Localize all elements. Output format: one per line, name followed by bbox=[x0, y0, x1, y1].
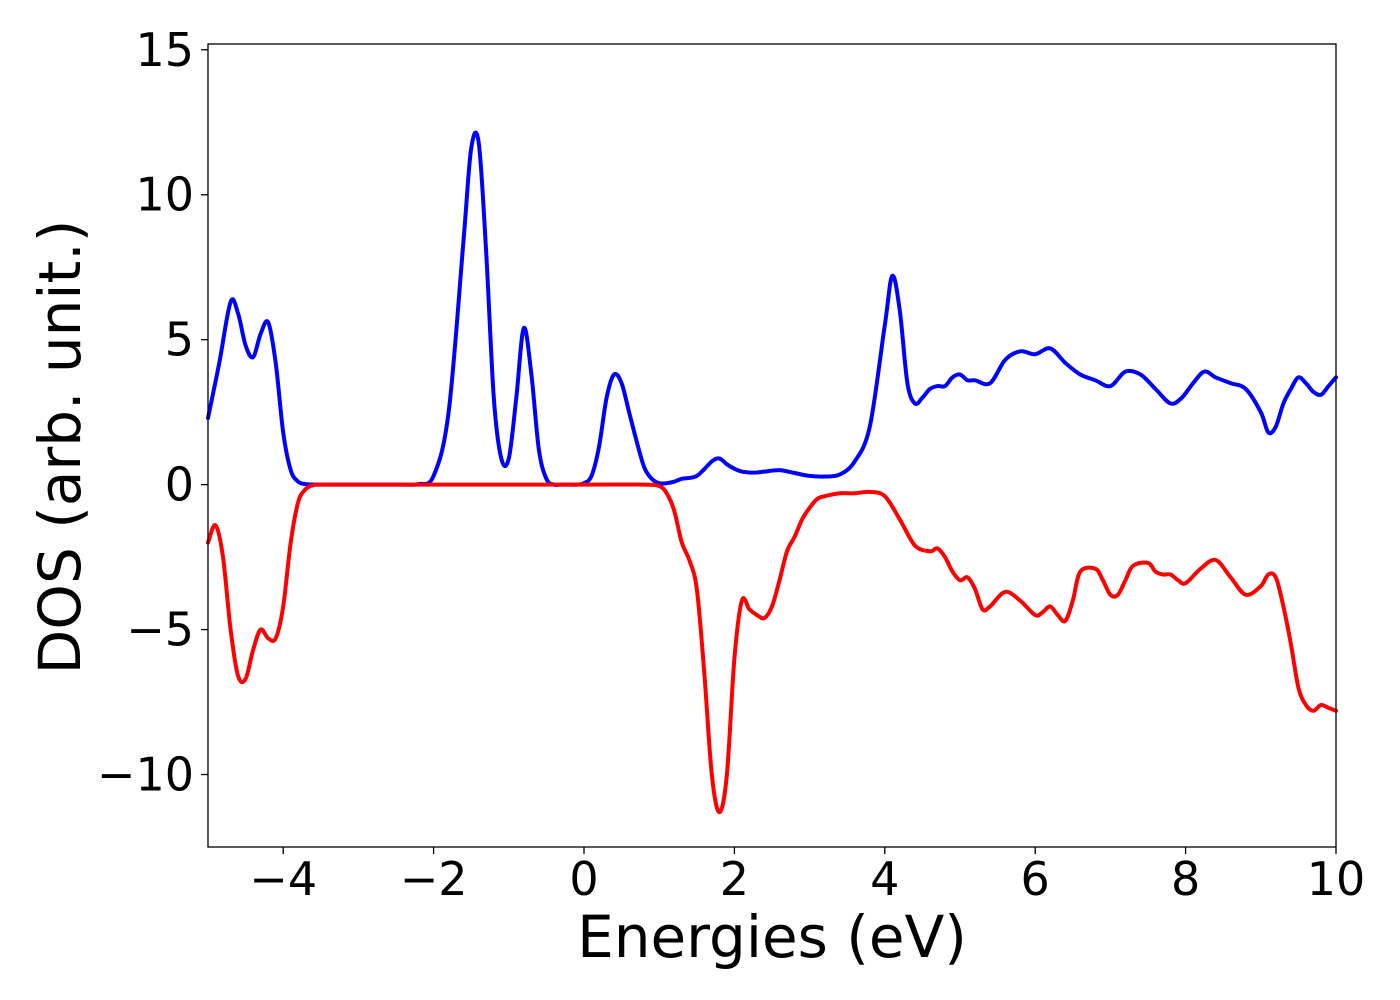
x-tick-label: −2 bbox=[400, 852, 468, 906]
y-tick-label: 15 bbox=[135, 23, 194, 77]
x-tick-label: −4 bbox=[249, 852, 317, 906]
series-layer bbox=[206, 130, 1338, 815]
plot-frame bbox=[207, 43, 1337, 848]
x-tick-label: 4 bbox=[870, 852, 899, 906]
tick-layer: −4 −2 0 2 4 6 8 10 −10 −5 0 5 10 15 bbox=[97, 23, 1365, 906]
y-axis-label: DOS (arb. unit.) bbox=[26, 220, 94, 675]
x-axis-label: Energies (eV) bbox=[577, 903, 967, 971]
x-tick-label: 0 bbox=[569, 852, 598, 906]
x-tick-label: 2 bbox=[720, 852, 749, 906]
y-tick-label: 0 bbox=[165, 458, 194, 512]
x-tick-label: 8 bbox=[1171, 852, 1200, 906]
y-tick-label: 5 bbox=[165, 313, 194, 367]
y-tick-label: 10 bbox=[135, 168, 194, 222]
y-tick-label: −10 bbox=[97, 748, 194, 802]
x-tick-label: 10 bbox=[1307, 852, 1366, 906]
x-tick-label: 6 bbox=[1021, 852, 1050, 906]
y-tick-label: −5 bbox=[126, 603, 194, 657]
dos-series-2-line bbox=[206, 482, 1338, 815]
